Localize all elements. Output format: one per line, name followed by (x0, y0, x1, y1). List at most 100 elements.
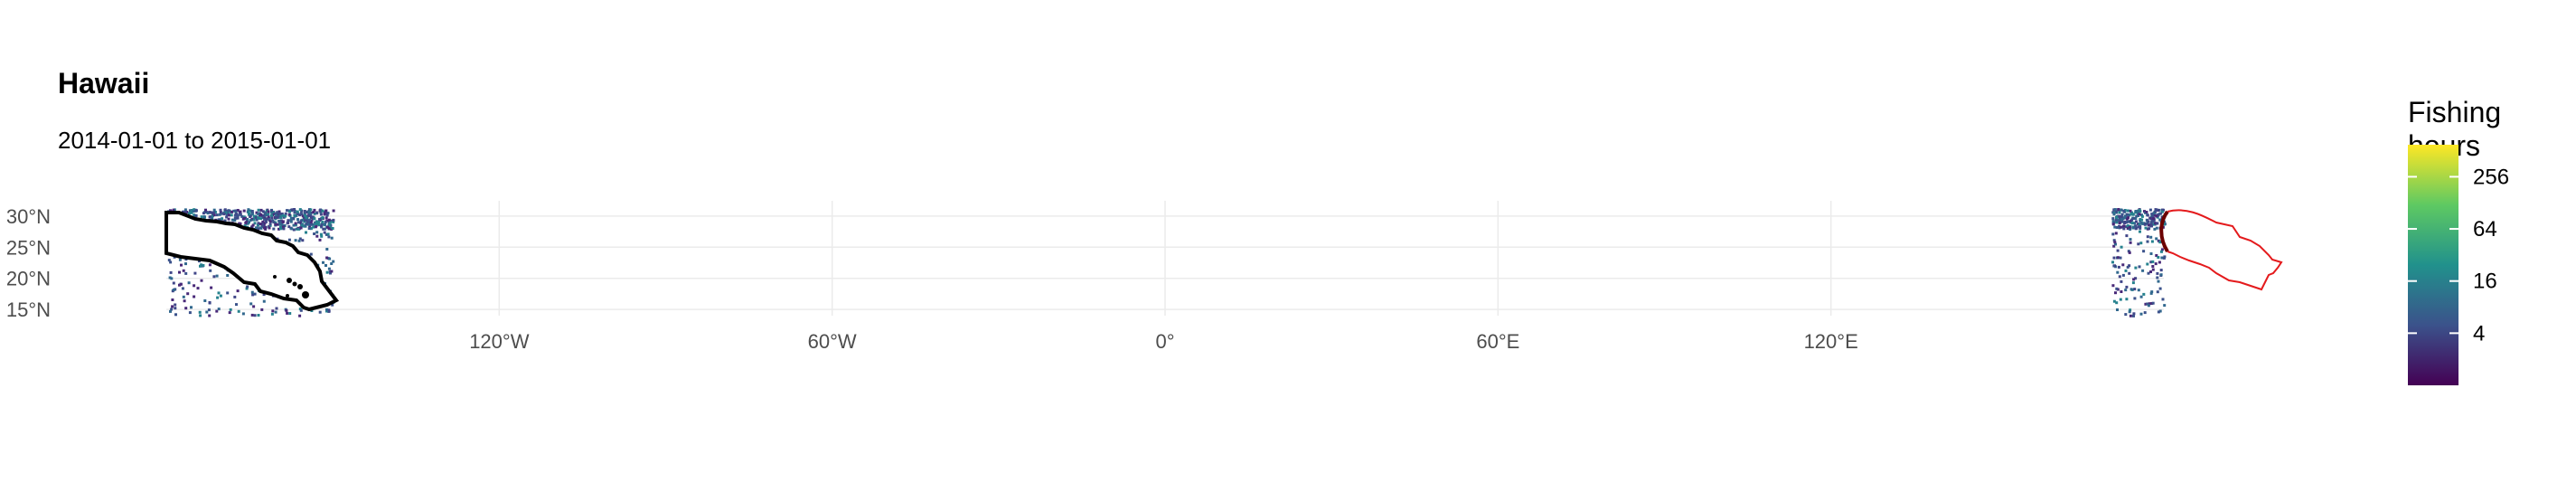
effort-cell (226, 211, 230, 213)
effort-cell (285, 308, 288, 312)
effort-cell (298, 308, 302, 311)
island-oahu (292, 281, 297, 287)
island-maui (297, 284, 303, 289)
effort-cell (289, 216, 293, 220)
effort-cell (329, 271, 332, 275)
effort-cell (300, 223, 304, 226)
effort-cell (2146, 219, 2149, 223)
effort-cell (329, 223, 333, 227)
effort-cell (262, 299, 266, 303)
effort-cell (332, 209, 335, 213)
effort-cell (2113, 208, 2117, 212)
effort-cell (306, 217, 308, 221)
effort-cell (2120, 279, 2123, 283)
effort-cell (2129, 209, 2132, 213)
effort-cell (2112, 299, 2116, 303)
effort-cell (331, 303, 334, 307)
effort-cell (290, 227, 294, 231)
effort-cell (2159, 212, 2163, 215)
effort-cell (278, 223, 282, 226)
effort-cell (2115, 216, 2119, 220)
effort-cell (2146, 262, 2149, 266)
effort-cell (2115, 287, 2119, 290)
y-tick-label: 15°N (6, 298, 51, 321)
effort-cell (2157, 256, 2160, 259)
effort-cell (218, 218, 221, 222)
effort-cell (2131, 213, 2135, 216)
effort-cell (194, 213, 198, 217)
effort-cell (321, 209, 324, 213)
effort-cell (2120, 215, 2124, 219)
effort-cell (318, 310, 322, 314)
effort-cell (2131, 217, 2135, 220)
effort-cell (314, 225, 317, 229)
effort-cell (2111, 217, 2115, 221)
effort-cell (253, 292, 257, 296)
effort-cell (2162, 208, 2165, 212)
effort-cell (2111, 232, 2115, 236)
effort-cell (325, 270, 329, 274)
effort-cell (198, 260, 201, 263)
effort-cell (2135, 214, 2139, 218)
effort-cell (2113, 241, 2117, 244)
effort-cell (2130, 218, 2134, 222)
effort-cell (182, 210, 184, 213)
effort-cell (2160, 256, 2164, 260)
effort-cell (272, 211, 276, 213)
effort-cell (202, 212, 205, 215)
effort-cell (226, 291, 230, 295)
effort-cell (2125, 285, 2129, 289)
effort-cell (210, 286, 213, 289)
effort-cell (2123, 221, 2127, 224)
effort-cell (183, 210, 187, 213)
effort-cell (178, 283, 181, 287)
effort-cell (2143, 223, 2147, 226)
effort-cell (2116, 308, 2119, 311)
effort-cell (324, 220, 327, 223)
effort-cell (298, 237, 302, 241)
effort-cell (247, 208, 250, 212)
effort-cell (2119, 298, 2122, 301)
effort-cell (2128, 225, 2131, 229)
effort-cell (298, 208, 302, 212)
effort-cell (261, 210, 265, 213)
effort-cell (2125, 225, 2128, 229)
effort-cell (255, 211, 259, 214)
effort-cell (2139, 224, 2142, 228)
effort-cell (2146, 213, 2149, 217)
effort-cell (2158, 208, 2161, 212)
effort-cell (249, 215, 252, 219)
effort-cell (2121, 263, 2125, 267)
effort-cell (278, 227, 282, 231)
effort-cell (169, 209, 172, 213)
effort-cell (260, 308, 264, 311)
effort-cell (2140, 213, 2143, 217)
effort-cell (2127, 250, 2130, 253)
effort-cell (288, 210, 291, 213)
effort-cell (324, 223, 327, 226)
effort-cell (261, 220, 265, 223)
effort-cell (242, 215, 246, 219)
effort-cell (309, 208, 313, 212)
effort-cell (302, 224, 306, 228)
effort-cell (2112, 264, 2116, 268)
effort-cell (304, 219, 306, 223)
effort-cell (312, 211, 315, 213)
effort-cell (239, 222, 242, 225)
effort-cell (323, 212, 326, 215)
effort-cell (232, 209, 236, 213)
effort-cell (304, 214, 307, 217)
effort-cell (184, 262, 187, 266)
effort-cell (255, 226, 258, 230)
effort-cell (287, 225, 291, 229)
effort-cell (186, 292, 190, 296)
effort-cell (2119, 214, 2122, 218)
effort-cell (279, 216, 283, 220)
effort-cell (306, 223, 310, 226)
effort-cell (286, 311, 289, 315)
effort-cell (319, 232, 323, 236)
effort-cell (2128, 310, 2131, 314)
effort-cell (171, 305, 174, 308)
effort-cell (313, 208, 316, 212)
effort-cell (2116, 249, 2120, 252)
